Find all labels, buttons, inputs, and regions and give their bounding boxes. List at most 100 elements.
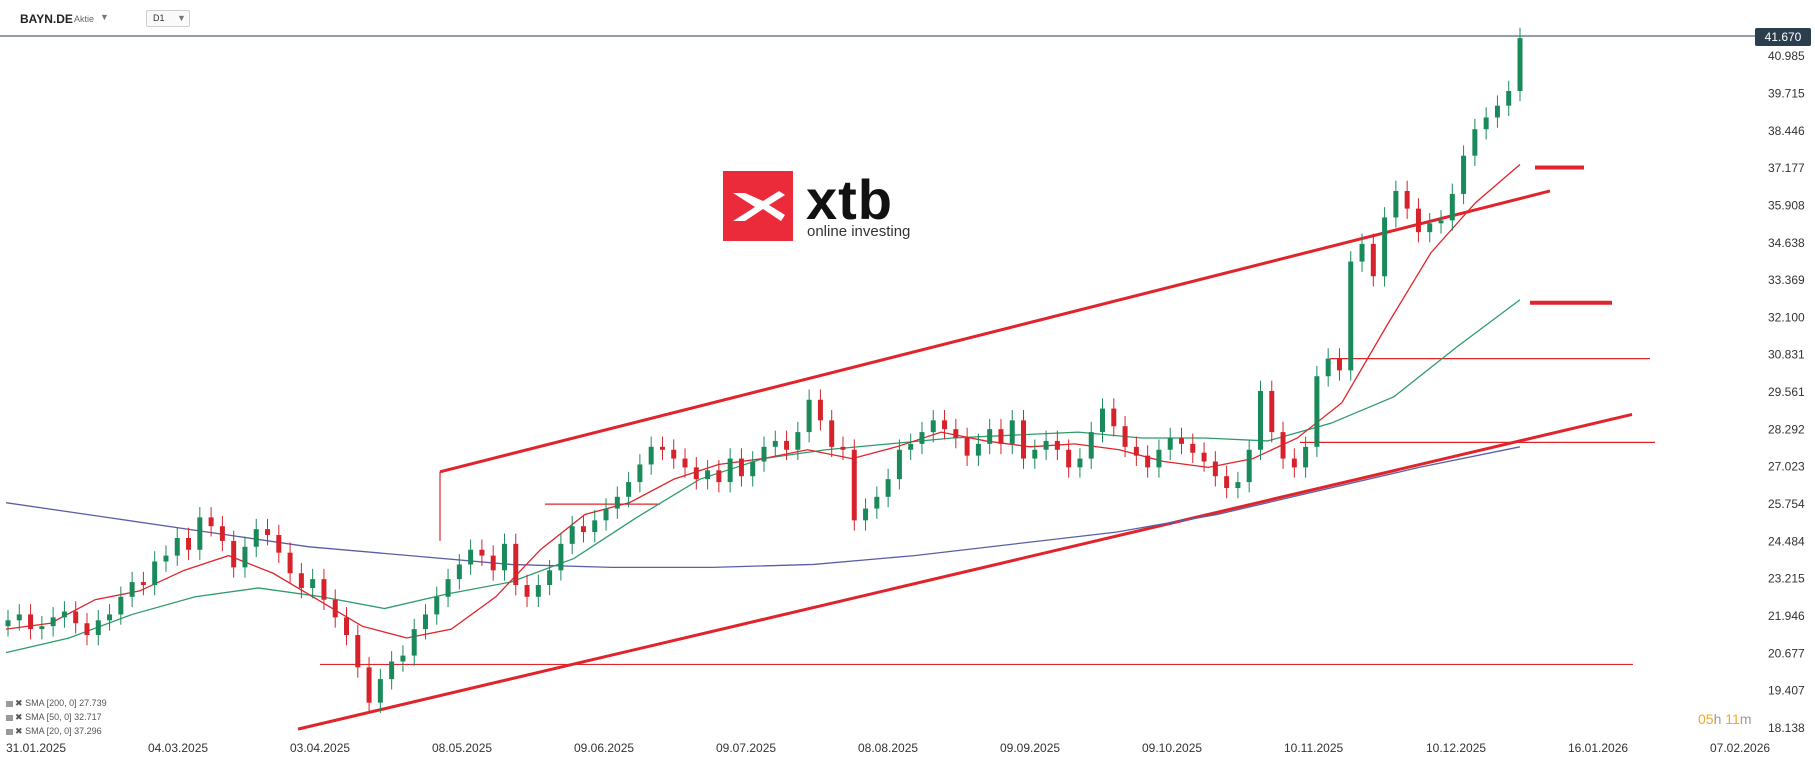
y-tick-label: 18.138 [1768,721,1805,735]
candle [140,582,146,586]
timeframe-value: D1 [153,13,165,23]
candle [107,614,113,621]
candle [39,626,45,630]
candle [310,579,316,588]
candle [197,517,203,550]
y-tick-label: 27.023 [1768,460,1805,474]
sma50-line [5,299,1521,654]
candle [5,620,11,627]
candle [558,543,564,571]
legend-sma50[interactable]: ✖ SMA [50, 0] 32.717 [6,712,102,723]
candle [61,611,67,618]
last-price-tag: 41.670 [1755,28,1811,46]
candle [569,526,575,544]
candle [705,470,711,480]
candle [400,655,406,662]
candle [863,508,869,521]
candle [1494,105,1500,118]
candle [592,520,598,533]
y-tick-label: 29.561 [1768,385,1805,399]
x-tick-label: 04.03.2025 [148,741,208,755]
legend-sma200[interactable]: ✖ SMA [200, 0] 27.739 [6,698,107,709]
candle [1167,437,1173,450]
candle [411,629,417,656]
candle [829,420,835,447]
y-tick-label: 24.484 [1768,534,1805,548]
legend-sma20[interactable]: ✖ SMA [20, 0] 37.296 [6,726,102,737]
candle [648,446,654,465]
channel-upper-line [439,189,1551,474]
x-tick-label: 03.04.2025 [290,741,350,755]
candle [953,429,959,438]
candle [174,537,180,556]
countdown-minutes: 11 [1725,711,1740,727]
candle [1190,443,1196,453]
candle [1077,458,1083,468]
candle [490,555,496,571]
candle [761,446,767,462]
x-tick-label: 16.01.2026 [1568,741,1628,755]
x-tick-label: 09.10.2025 [1142,741,1202,755]
candle [298,573,304,588]
candle [1280,432,1286,459]
candle [716,470,722,483]
candle [479,549,485,556]
y-tick-label: 30.831 [1768,348,1805,362]
y-tick-label: 37.177 [1768,161,1805,175]
candle [1111,408,1117,427]
legend-close-icon[interactable]: ✖ [15,712,23,722]
legend-icon [6,728,13,735]
candle [163,555,169,562]
candle [1506,90,1512,106]
y-tick-label: 35.908 [1768,198,1805,212]
candle [614,496,620,509]
candle [1178,437,1184,444]
candle [422,614,428,630]
legend-icon [6,714,13,721]
candle [1517,38,1523,91]
candle [434,596,440,615]
y-tick-label: 28.292 [1768,422,1805,436]
candle [659,446,665,450]
candle [1235,482,1241,488]
x-tick-label: 10.11.2025 [1284,741,1343,755]
countdown-h-unit: h [1713,711,1722,727]
candle [50,617,56,627]
candle [840,446,846,450]
candle [242,546,248,568]
y-tick-label: 38.446 [1768,124,1805,138]
y-tick-label: 34.638 [1768,236,1805,250]
candle [355,635,361,668]
candle [1043,440,1049,450]
countdown-hours: 05 [1698,711,1714,727]
candle [1336,358,1342,371]
candle [1472,129,1478,156]
legend-close-icon[interactable]: ✖ [15,698,23,708]
symbol-dropdown-icon[interactable]: ▼ [100,12,109,22]
candle [265,529,271,536]
y-tick-label: 39.715 [1768,86,1805,100]
candle [73,611,79,624]
legend-close-icon[interactable]: ✖ [15,726,23,736]
y-tick-label: 21.946 [1768,609,1805,623]
candle [1303,446,1309,468]
candle [896,449,902,480]
candle [1224,476,1230,488]
candle [1201,452,1207,462]
candle [919,432,925,444]
candle [129,582,135,597]
candle-countdown: 05h 11m [1698,711,1751,727]
timeframe-select[interactable]: D1 ▼ [146,10,190,27]
y-tick-label: 33.369 [1768,273,1805,287]
xtb-logo: xtb online investing [723,168,923,241]
chart-toolbar: BAYN.DE Aktie ▼ D1 ▼ [0,0,1815,36]
candle [1382,217,1388,277]
symbol-label[interactable]: BAYN.DE [20,12,73,26]
candle [1269,390,1275,433]
channel-lower-line [297,413,1633,731]
candle [445,579,451,597]
candle [1325,358,1331,377]
candle [501,543,507,571]
logo-brand: xtb [806,168,893,231]
